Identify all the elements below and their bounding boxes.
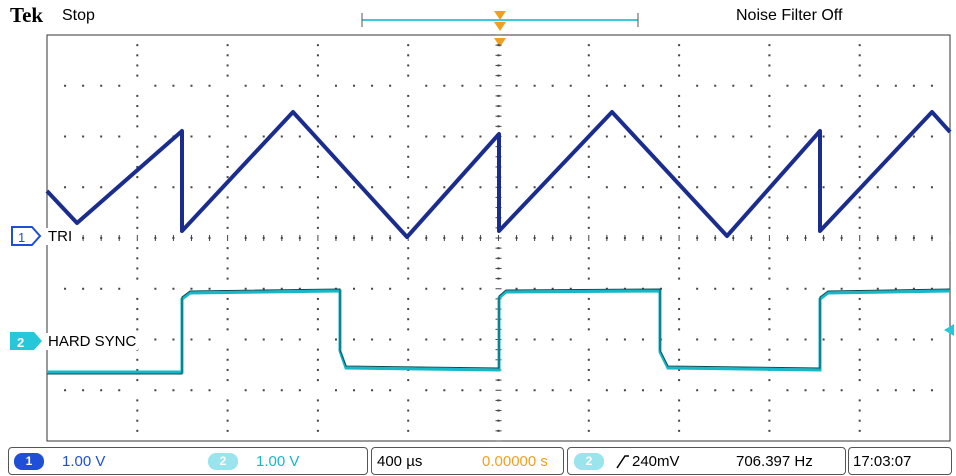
clock-time: 17:03:07 <box>853 453 912 470</box>
channel-2-trace-shadow <box>47 288 951 375</box>
svg-text:1: 1 <box>18 230 25 245</box>
noise-filter-status[interactable]: Noise Filter Off <box>736 7 843 24</box>
channel-2-scale[interactable]: 1.00 V <box>256 453 300 470</box>
channel-1-trace <box>45 110 952 239</box>
rising-edge-icon <box>616 455 629 469</box>
timebase-position[interactable]: 0.00000 s <box>482 453 548 470</box>
channel-2-ground-marker[interactable]: 2 <box>10 332 42 350</box>
trigger-level[interactable]: 240mV <box>632 453 680 470</box>
brand-logo: Tek <box>10 3 44 27</box>
clock-box <box>848 447 952 475</box>
top-status-bar: Tek Stop Noise Filter Off <box>0 0 956 34</box>
trigger-readout-box[interactable] <box>567 447 846 475</box>
bottom-readout-bar: 1 1.00 V 2 1.00 V 400 µs 0.00000 s 2 240… <box>0 443 956 476</box>
channel-readout-box[interactable] <box>8 447 368 475</box>
trigger-frequency: 706.397 Hz <box>736 453 813 470</box>
channel-2-badge: 2 <box>208 453 238 470</box>
acquisition-state: Stop <box>62 7 95 24</box>
channel-1-label: TRI <box>46 228 75 245</box>
trigger-position-marker-icon[interactable] <box>494 11 506 47</box>
channel-1-scale[interactable]: 1.00 V <box>62 453 106 470</box>
timebase-scale[interactable]: 400 µs <box>377 453 423 470</box>
waveform-display: 1 2 <box>10 11 954 442</box>
graticule-grid <box>46 34 951 442</box>
trigger-source-badge: 2 <box>574 453 604 470</box>
svg-text:2: 2 <box>17 335 24 350</box>
channel-2-label: HARD SYNC <box>46 333 139 350</box>
channel-1-ground-marker[interactable]: 1 <box>11 226 42 246</box>
channel-1-badge: 1 <box>14 453 44 470</box>
trigger-level-arrow-icon[interactable] <box>944 324 954 336</box>
timebase-readout-box[interactable] <box>371 447 564 475</box>
